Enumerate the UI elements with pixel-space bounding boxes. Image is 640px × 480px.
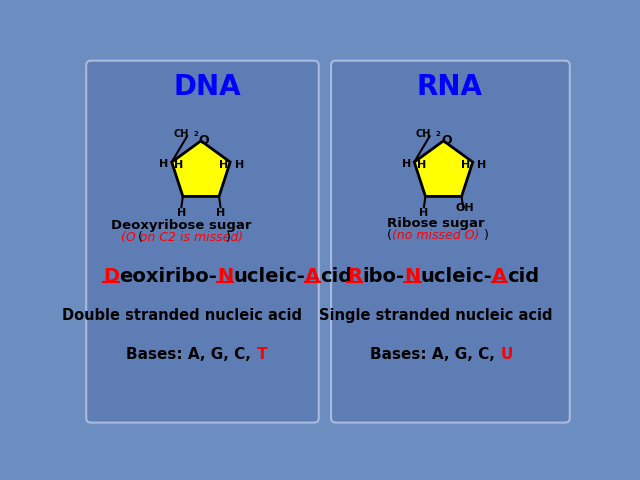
Text: cid: cid — [320, 267, 352, 286]
Text: Double stranded nucleic acid: Double stranded nucleic acid — [61, 308, 301, 323]
Text: O: O — [441, 133, 452, 146]
Text: Bases: A, G, C,: Bases: A, G, C, — [126, 347, 257, 361]
Text: Deoxyribose sugar: Deoxyribose sugar — [111, 219, 252, 232]
Text: U: U — [500, 347, 513, 361]
Text: H: H — [174, 160, 183, 170]
Text: H: H — [216, 208, 225, 218]
Text: R: R — [348, 267, 362, 286]
Text: RNA: RNA — [417, 73, 483, 101]
Text: H: H — [461, 160, 470, 170]
Text: H: H — [219, 160, 228, 170]
Text: 2: 2 — [193, 131, 198, 137]
Text: H: H — [177, 208, 186, 218]
Text: D: D — [103, 267, 119, 286]
Text: OH: OH — [455, 203, 474, 213]
Text: (: ( — [387, 229, 392, 242]
Text: A: A — [492, 267, 508, 286]
Text: 2: 2 — [436, 131, 440, 137]
Text: N: N — [404, 267, 420, 286]
Text: H: H — [477, 160, 486, 170]
Text: (: ( — [138, 230, 143, 243]
Text: ): ) — [225, 230, 230, 243]
Text: Bases: A, G, C,: Bases: A, G, C, — [371, 347, 500, 361]
Text: Single stranded nucleic acid: Single stranded nucleic acid — [319, 308, 552, 323]
Text: H: H — [402, 158, 412, 168]
Text: A: A — [305, 267, 320, 286]
Text: DNA: DNA — [173, 73, 241, 101]
Text: Ribose sugar: Ribose sugar — [387, 216, 484, 229]
Text: ibo-: ibo- — [362, 267, 404, 286]
Text: CH: CH — [173, 129, 189, 139]
Text: H: H — [417, 160, 426, 170]
Polygon shape — [172, 141, 230, 196]
Text: ucleic-: ucleic- — [420, 267, 492, 286]
FancyBboxPatch shape — [331, 60, 570, 422]
Text: eoxiribo-: eoxiribo- — [119, 267, 217, 286]
Text: O: O — [198, 133, 209, 146]
Text: ucleic-: ucleic- — [234, 267, 305, 286]
Text: H: H — [419, 208, 429, 218]
Text: (no missed O): (no missed O) — [392, 229, 479, 242]
Text: H: H — [159, 158, 169, 168]
Text: cid: cid — [508, 267, 540, 286]
Text: N: N — [217, 267, 234, 286]
Text: (O on C2 is missed): (O on C2 is missed) — [120, 230, 243, 243]
Text: H: H — [235, 160, 244, 170]
Polygon shape — [414, 141, 473, 196]
FancyBboxPatch shape — [86, 60, 319, 422]
Text: CH: CH — [416, 129, 431, 139]
Text: ): ) — [484, 229, 489, 242]
Text: T: T — [257, 347, 267, 361]
